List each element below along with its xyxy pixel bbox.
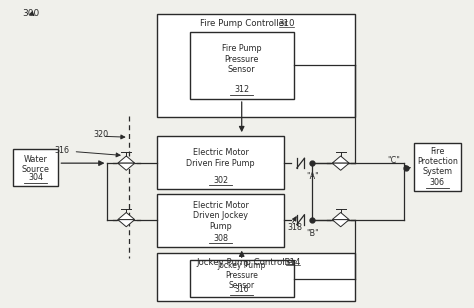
- Text: 318: 318: [287, 223, 302, 232]
- Text: Fire Pump
Pressure
Sensor: Fire Pump Pressure Sensor: [222, 44, 262, 74]
- FancyBboxPatch shape: [157, 253, 355, 301]
- Text: 302: 302: [213, 176, 228, 184]
- Text: 312: 312: [234, 86, 249, 95]
- FancyBboxPatch shape: [190, 260, 293, 297]
- FancyBboxPatch shape: [13, 149, 58, 186]
- Text: 308: 308: [213, 233, 228, 242]
- Text: 316: 316: [55, 146, 70, 156]
- Text: 316: 316: [235, 285, 249, 294]
- FancyBboxPatch shape: [190, 32, 293, 99]
- Text: Electric Motor
Driven Jockey
Pump: Electric Motor Driven Jockey Pump: [192, 201, 248, 231]
- Text: 314: 314: [284, 258, 301, 267]
- Text: "A": "A": [306, 172, 319, 181]
- Text: "B": "B": [306, 229, 319, 238]
- Polygon shape: [332, 213, 349, 220]
- Polygon shape: [332, 163, 349, 170]
- Text: Fire
Protection
System: Fire Protection System: [417, 147, 458, 176]
- Text: 320: 320: [93, 130, 109, 139]
- Polygon shape: [332, 156, 349, 163]
- Text: 306: 306: [430, 178, 445, 187]
- FancyBboxPatch shape: [157, 14, 355, 117]
- Polygon shape: [118, 156, 135, 163]
- Text: 300: 300: [23, 9, 40, 18]
- Text: 304: 304: [28, 173, 43, 182]
- Text: 310: 310: [278, 19, 295, 28]
- FancyBboxPatch shape: [157, 136, 284, 189]
- Polygon shape: [118, 213, 135, 220]
- Polygon shape: [118, 220, 135, 227]
- Polygon shape: [332, 220, 349, 227]
- Text: "C": "C": [387, 156, 401, 165]
- Polygon shape: [118, 163, 135, 170]
- FancyBboxPatch shape: [414, 143, 461, 191]
- Text: Jockey Pump
Pressure
Sensor: Jockey Pump Pressure Sensor: [218, 261, 266, 290]
- Text: Water
Source: Water Source: [22, 155, 49, 174]
- FancyBboxPatch shape: [157, 194, 284, 247]
- Text: Jockey Pump Controller: Jockey Pump Controller: [197, 258, 296, 267]
- Text: Electric Motor
Driven Fire Pump: Electric Motor Driven Fire Pump: [186, 148, 255, 168]
- Text: Fire Pump Controller: Fire Pump Controller: [201, 19, 288, 28]
